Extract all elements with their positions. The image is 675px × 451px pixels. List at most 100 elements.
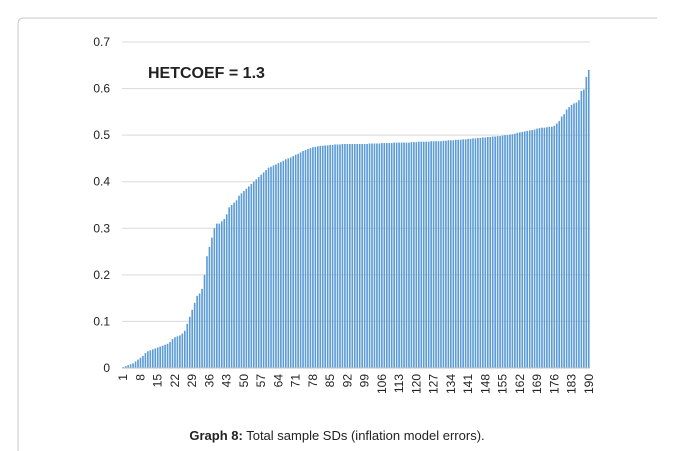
y-tick-label: 0.5 [93,128,110,142]
x-tick-label: 64 [271,374,285,388]
bar [445,140,447,368]
bar [472,138,474,368]
bar [319,145,322,368]
bar [245,188,248,368]
bar [275,164,277,368]
bar [518,132,521,368]
bar [287,158,290,368]
bar [208,246,211,368]
bar [440,141,442,368]
bar [499,136,501,368]
x-tick-label: 155 [496,374,510,394]
bar [413,142,415,368]
bar [398,142,400,368]
bar [284,159,287,368]
bar [395,142,398,368]
bar [262,172,265,368]
bar [161,345,164,368]
bar [371,143,373,368]
bar [353,143,356,368]
bar [228,207,230,368]
bar [467,138,469,368]
bar [351,143,354,368]
bar [575,102,578,369]
bar [147,351,149,368]
bar [331,144,334,368]
bar [250,184,253,368]
bar [154,348,157,368]
bar [400,142,403,368]
x-tick-label: 120 [409,374,423,394]
bar [504,135,506,368]
annotation: HETCOEF = 1.3 [148,65,265,82]
x-tick-label: 8 [133,374,147,381]
bar [469,138,472,368]
bar [151,349,154,368]
bar [523,131,526,368]
bar [457,139,460,368]
bar [432,141,435,368]
y-tick-label: 0.3 [93,221,110,235]
bar [272,165,275,368]
x-tick-label: 99 [358,374,372,388]
bar [294,154,297,368]
bar [388,143,391,368]
frame [17,17,657,451]
bar [144,353,147,368]
bar [417,141,420,368]
bar [474,138,477,368]
bar [149,350,152,368]
bar [558,121,561,369]
bar [344,143,346,368]
x-tick-label: 127 [427,374,441,394]
bar [309,148,312,368]
bar [302,150,304,368]
bar [317,146,319,368]
bar [381,143,383,368]
bar [179,335,181,368]
bar [393,142,395,368]
bar [124,366,127,368]
bar [257,177,260,368]
bar [516,132,519,368]
bar [220,221,223,368]
bar [491,136,494,368]
bar [292,156,295,368]
bar [543,127,546,368]
bar [267,167,270,368]
bar [238,195,240,368]
bar [223,218,226,368]
bar [376,143,378,368]
bar [531,130,533,368]
bar [541,127,543,368]
bar [166,343,169,368]
x-tick-label: 57 [254,374,268,388]
bar [358,143,361,368]
bar [403,142,405,368]
bar [573,103,575,368]
bar [405,142,408,368]
bar [415,142,418,368]
bar [159,346,161,368]
bar [568,107,570,368]
bar [198,293,201,368]
bar [186,323,189,368]
bar [385,143,388,368]
caption-label: Graph 8: [189,428,242,443]
bar [339,144,341,368]
bar [565,109,568,369]
x-tick-label: 36 [202,374,216,388]
bar [156,347,159,368]
x-tick-label: 134 [444,374,458,394]
x-tick-label: 176 [547,374,561,394]
bar [477,137,479,368]
bar [243,191,245,368]
x-tick-label: 141 [461,374,475,394]
bar [464,139,467,368]
x-tick-label: 1 [116,374,130,381]
bar [521,131,524,368]
bar [216,223,218,368]
bar [255,179,258,368]
